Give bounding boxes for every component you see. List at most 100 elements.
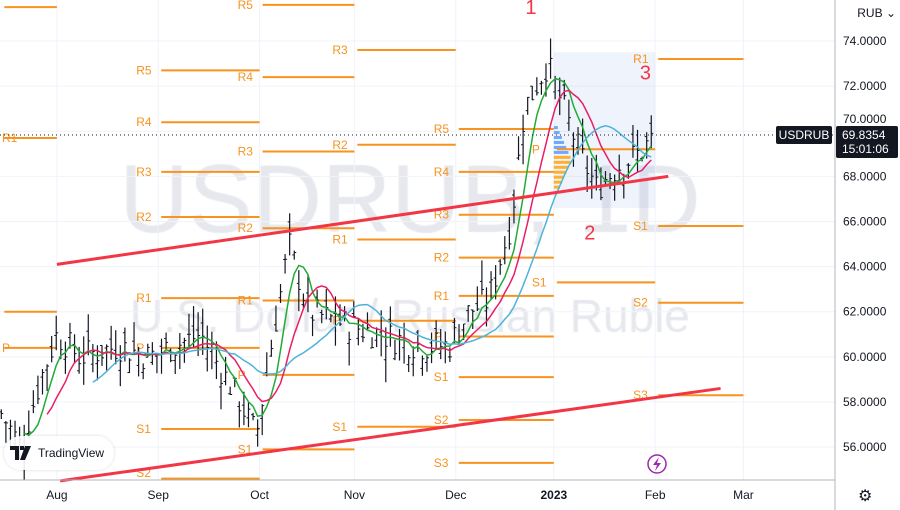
- ohlc-bar: [328, 313, 333, 323]
- ohlc-bar: [72, 334, 77, 364]
- volume-profile-bar: [553, 165, 569, 169]
- ohlc-bar: [219, 372, 224, 410]
- ohlc-bar: [548, 38, 553, 79]
- volume-profile-bar: [553, 136, 562, 140]
- ohlc-bar: [434, 320, 439, 350]
- ohlc-bar: [159, 338, 164, 374]
- ohlc-bar: [35, 375, 40, 405]
- ohlc-bar: [0, 409, 4, 420]
- tradingview-logo[interactable]: TradingView: [4, 436, 114, 470]
- ohlc-bar: [635, 129, 640, 172]
- ohlc-bar: [443, 331, 448, 364]
- chevron-down-icon: ⌄: [885, 6, 896, 20]
- ohlc-bar: [141, 363, 146, 380]
- ohlc-bar: [237, 401, 242, 428]
- price-tick: 68.0000: [843, 169, 887, 183]
- pivot-label-r2: R2: [434, 251, 450, 265]
- ohlc-bar: [644, 132, 649, 159]
- ohlc-bar: [45, 364, 50, 391]
- pivot-label-s1: S1: [633, 219, 648, 233]
- ohlc-bar: [164, 332, 169, 351]
- ohlc-bar: [186, 313, 191, 350]
- ohlc-bar: [173, 354, 178, 375]
- pivot-label-s1: S1: [434, 370, 449, 384]
- symbol-tag-label: USDRUB: [779, 128, 830, 142]
- volume-profile-bar: [553, 145, 567, 149]
- ohlc-bar: [214, 341, 219, 380]
- ohlc-bar: [507, 216, 512, 250]
- trend-line: [56, 174, 669, 266]
- ohlc-bar: [3, 420, 8, 443]
- pivot-label-r5: R5: [136, 63, 152, 77]
- ohlc-bar: [356, 318, 361, 346]
- ohlc-bar: [132, 322, 137, 354]
- volume-profile-bar: [553, 185, 560, 189]
- time-tick: 2023: [540, 488, 567, 502]
- pivot-label-s1: S1: [136, 422, 151, 436]
- ohlc-bar: [191, 306, 196, 349]
- ohlc-bar: [196, 312, 201, 357]
- ohlc-bar: [475, 286, 480, 311]
- pivot-label-r1: R1: [136, 291, 152, 305]
- ohlc-bar: [278, 283, 283, 303]
- volume-profile-bar: [553, 170, 567, 174]
- ohlc-bar: [255, 419, 260, 447]
- wave-label: 2: [584, 223, 595, 245]
- ohlc-bar: [534, 77, 539, 96]
- lightning-icon: [647, 454, 667, 474]
- gear-icon[interactable]: ⚙: [858, 488, 873, 505]
- pivot-label-p: P: [332, 314, 340, 328]
- ohlc-bar: [319, 309, 324, 324]
- ohlc-bar: [109, 325, 114, 360]
- time-tick: Aug: [46, 488, 67, 502]
- currency-selector[interactable]: RUB ⌄: [857, 6, 896, 20]
- price-tick: 62.0000: [843, 305, 887, 319]
- ohlc-bar: [411, 346, 416, 377]
- time-tick: Oct: [250, 488, 269, 502]
- ohlc-bar: [104, 344, 109, 371]
- pivot-label-s1: S1: [332, 420, 347, 434]
- currency-label: RUB: [857, 6, 883, 20]
- ohlc-bar: [347, 331, 352, 366]
- ohlc-bar: [370, 337, 375, 349]
- time-tick: Dec: [445, 488, 466, 502]
- ohlc-bar: [301, 293, 306, 309]
- ohlc-bar: [168, 348, 173, 363]
- countdown-timer: 15:01:06: [842, 142, 889, 156]
- ohlc-bar: [49, 335, 54, 363]
- pivot-label-r4: R4: [238, 70, 254, 84]
- ohlc-bar: [466, 305, 471, 322]
- wave-label: 1: [525, 0, 536, 19]
- ohlc-bar: [273, 305, 278, 332]
- ohlc-bar: [498, 259, 503, 275]
- ohlc-bar: [113, 330, 118, 365]
- ohlc-bar: [251, 412, 256, 421]
- price-tick: 60.0000: [843, 350, 887, 364]
- pivot-label-r1: R1: [332, 233, 348, 247]
- pivot-label-s1: S1: [238, 442, 253, 456]
- ohlc-bar: [287, 213, 292, 256]
- pivot-label-p: P: [434, 330, 442, 344]
- pivot-label-r2: R2: [332, 138, 348, 152]
- pivot-label-s2: S2: [434, 413, 449, 427]
- volume-profile-bar: [553, 155, 571, 159]
- ohlc-bar: [127, 358, 132, 374]
- ohlc-bar: [81, 336, 86, 385]
- ohlc-bar: [260, 404, 265, 436]
- price-tick: 70.0000: [843, 112, 887, 126]
- ohlc-bar: [264, 352, 269, 377]
- time-tick: Feb: [645, 488, 666, 502]
- ohlc-bar: [580, 118, 585, 154]
- ohlc-bar: [452, 317, 457, 345]
- ohlc-bar: [649, 115, 654, 149]
- volume-profile-bar: [553, 126, 558, 130]
- ohlc-bar: [296, 270, 301, 312]
- pivot-label-s3: S3: [434, 456, 449, 470]
- ohlc-bar: [246, 401, 251, 428]
- pivot-label-s2: S2: [633, 296, 648, 310]
- pivot-label-r4: R4: [136, 115, 152, 129]
- ohlc-bar: [324, 289, 329, 320]
- ohlc-bar: [145, 343, 150, 358]
